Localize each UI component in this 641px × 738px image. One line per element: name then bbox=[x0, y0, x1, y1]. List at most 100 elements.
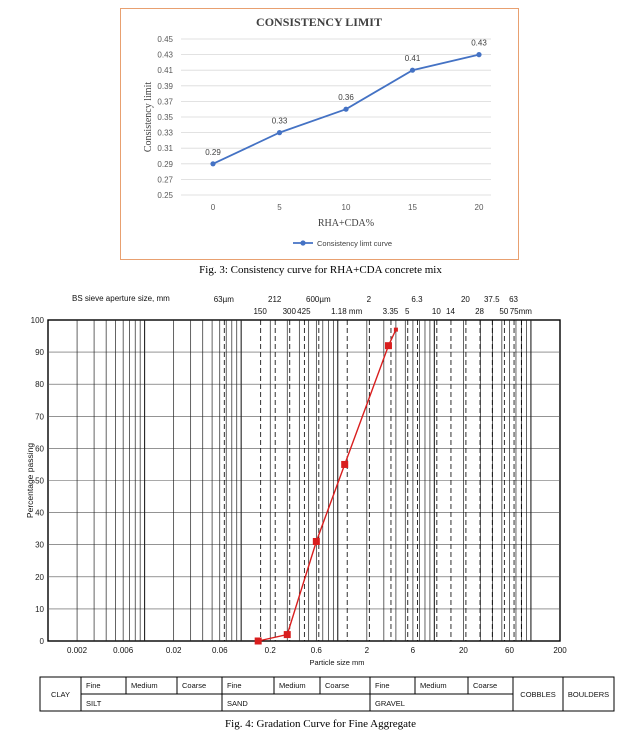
y-tick-label: 0.29 bbox=[157, 160, 173, 169]
x-axis-label: RHA+CDA% bbox=[318, 218, 374, 229]
y-tick-label: 90 bbox=[35, 348, 44, 357]
y-tick-label: 0.35 bbox=[157, 113, 173, 122]
x-tick-label: 6 bbox=[411, 646, 416, 655]
sieve-label-upper: 63µm bbox=[214, 295, 235, 304]
x-tick-label: 60 bbox=[505, 646, 514, 655]
boulders-label: BOULDERS bbox=[568, 690, 609, 699]
y-axis-label: Percentage passing bbox=[25, 443, 35, 518]
sieve-label-lower: 50 bbox=[499, 307, 508, 316]
class-sub-label: Coarse bbox=[473, 681, 497, 690]
sieve-label-upper: 37.5 bbox=[484, 295, 500, 304]
data-label: 0.43 bbox=[471, 39, 487, 48]
y-tick-label: 0.31 bbox=[157, 144, 173, 153]
class-group-label: GRAVEL bbox=[375, 699, 405, 708]
x-tick-label: 0.002 bbox=[67, 646, 88, 655]
data-label: 0.33 bbox=[272, 117, 288, 126]
x-tick-label: 0.006 bbox=[113, 646, 134, 655]
class-sub-label: Medium bbox=[131, 681, 158, 690]
sieve-label-upper: 63 bbox=[509, 295, 518, 304]
sieve-label-lower: 300 bbox=[283, 307, 297, 316]
y-tick-label: 0 bbox=[40, 637, 45, 646]
data-point bbox=[312, 537, 320, 545]
class-sub-label: Medium bbox=[279, 681, 306, 690]
sieve-size-title: BS sieve aperture size, mm bbox=[72, 294, 170, 303]
y-tick-label: 0.39 bbox=[157, 82, 173, 91]
legend-label: Consistency limt curve bbox=[317, 239, 392, 248]
data-point bbox=[254, 637, 262, 645]
x-tick-label: 20 bbox=[459, 646, 468, 655]
y-tick-label: 20 bbox=[35, 573, 44, 582]
y-tick-label: 60 bbox=[35, 444, 44, 453]
sieve-label-lower: 1.18 mm bbox=[331, 307, 362, 316]
data-label: 0.41 bbox=[405, 54, 421, 63]
data-point bbox=[343, 106, 349, 112]
class-sub-label: Fine bbox=[375, 681, 390, 690]
fig3-caption: Fig. 3: Consistency curve for RHA+CDA co… bbox=[199, 264, 442, 276]
data-point bbox=[476, 52, 482, 58]
x-axis-label: Particle size mm bbox=[309, 658, 364, 667]
sieve-label-upper: 600µm bbox=[306, 295, 331, 304]
data-point bbox=[210, 161, 216, 167]
fig4-caption: Fig. 4: Gradation Curve for Fine Aggrega… bbox=[225, 718, 416, 730]
y-tick-label: 50 bbox=[35, 477, 44, 486]
y-tick-label: 10 bbox=[35, 605, 44, 614]
class-group-label: SAND bbox=[227, 699, 248, 708]
x-tick-label: 15 bbox=[408, 203, 417, 212]
sieve-label-upper: 2 bbox=[367, 295, 372, 304]
class-sub-label: Coarse bbox=[325, 681, 349, 690]
sieve-label-upper: 6.3 bbox=[411, 295, 423, 304]
sieve-label-upper: 20 bbox=[461, 295, 470, 304]
y-tick-label: 80 bbox=[35, 380, 44, 389]
sieve-label-lower: 28 bbox=[475, 307, 484, 316]
x-tick-label: 0 bbox=[211, 203, 216, 212]
sieve-label-upper: 212 bbox=[268, 295, 282, 304]
y-tick-label: 70 bbox=[35, 412, 44, 421]
gradation-curve bbox=[258, 329, 397, 642]
x-tick-label: 0.2 bbox=[265, 646, 277, 655]
sieve-label-lower: 3.35 bbox=[383, 307, 399, 316]
class-sub-label: Fine bbox=[86, 681, 101, 690]
y-tick-label: 0.25 bbox=[157, 191, 173, 200]
gradation-curve-chart: 0 10 20 30 40 50 60 70 80 90 100 BS sieve aperture … bbox=[25, 294, 615, 712]
x-tick-label: 20 bbox=[475, 203, 484, 212]
sieve-label-lower: 10 bbox=[432, 307, 441, 316]
class-sub-label: Fine bbox=[227, 681, 242, 690]
legend-marker bbox=[300, 240, 306, 246]
y-tick-label: 0.27 bbox=[157, 175, 173, 184]
y-tick-label: 30 bbox=[35, 541, 44, 550]
x-tick-label: 10 bbox=[342, 203, 351, 212]
y-tick-label: 0.43 bbox=[157, 51, 173, 60]
y-tick-label: 0.37 bbox=[157, 97, 173, 106]
data-point bbox=[283, 631, 291, 639]
data-point bbox=[341, 460, 349, 468]
cobbles-label: COBBLES bbox=[520, 690, 555, 699]
class-sub-label: Coarse bbox=[182, 681, 206, 690]
sieve-label-lower: 75mm bbox=[510, 307, 533, 316]
sieve-label-lower: 425 bbox=[297, 307, 311, 316]
data-point bbox=[384, 342, 392, 350]
data-label: 0.36 bbox=[338, 93, 354, 102]
y-tick-label: 0.41 bbox=[157, 66, 173, 75]
consistency-limit-chart: CONSISTENCY LIMIT 0.25 0.27 0.29 0.31 0.33 0.3… bbox=[143, 15, 491, 248]
consistency-chart-frame: CONSISTENCY LIMIT 0.25 0.27 0.29 0.31 0.33 0.3… bbox=[120, 8, 519, 260]
y-tick-label: 40 bbox=[35, 509, 44, 518]
y-tick-label: 0.45 bbox=[157, 35, 173, 44]
sieve-label-lower: 14 bbox=[446, 307, 455, 316]
sieve-label-lower: 150 bbox=[253, 307, 267, 316]
data-point bbox=[276, 130, 283, 136]
x-tick-label: 200 bbox=[553, 646, 567, 655]
x-tick-label: 0.02 bbox=[166, 646, 182, 655]
data-point bbox=[409, 67, 416, 73]
x-tick-label: 2 bbox=[365, 646, 370, 655]
x-tick-label: 0.06 bbox=[212, 646, 228, 655]
y-tick-label: 0.33 bbox=[157, 129, 173, 138]
class-sub-label: Medium bbox=[420, 681, 447, 690]
y-axis-label: Consistency limit bbox=[143, 82, 154, 153]
sieve-label-lower: 5 bbox=[405, 307, 410, 316]
y-tick-label: 100 bbox=[31, 316, 45, 325]
data-label: 0.29 bbox=[205, 148, 221, 157]
clay-label: CLAY bbox=[51, 690, 70, 699]
chart-title: CONSISTENCY LIMIT bbox=[256, 15, 382, 29]
data-point bbox=[393, 327, 398, 332]
class-group-label: SILT bbox=[86, 699, 102, 708]
